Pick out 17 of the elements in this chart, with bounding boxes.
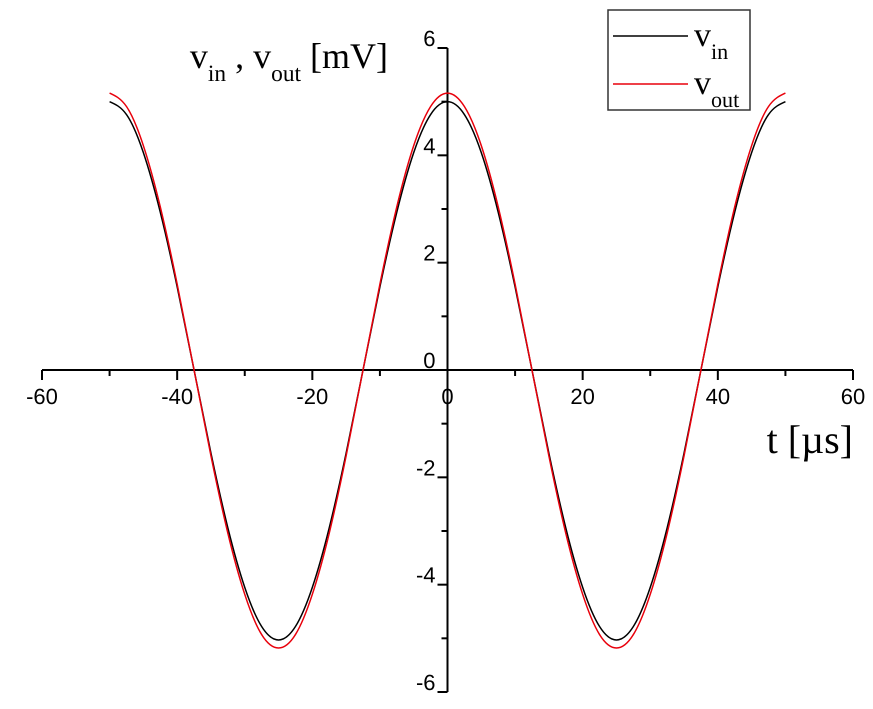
y-tick-label: 6	[423, 26, 436, 51]
x-tick-label: -20	[296, 384, 328, 409]
x-tick-label: 40	[706, 384, 730, 409]
legend-label: v$_{in}$	[694, 17, 728, 64]
y-tick-label: -6	[416, 670, 436, 695]
x-tick-label: -40	[161, 384, 194, 409]
x-axis-title: t [µs]	[766, 417, 853, 462]
x-tick-label: 20	[570, 384, 595, 409]
y-tick-label: 2	[423, 240, 436, 266]
y-axis-title: v$_{in}$, v$_{out}$ [mV]	[190, 36, 388, 87]
x-tick-label: -60	[26, 384, 58, 409]
y-tick-label: -2	[416, 455, 436, 480]
y-tick-label: 0	[423, 348, 436, 373]
x-tick-label: 60	[840, 384, 866, 409]
y-tick-label: -4	[416, 562, 436, 588]
y-tick-label: 4	[423, 133, 436, 158]
legend-label: v$_{out}$	[694, 65, 740, 112]
